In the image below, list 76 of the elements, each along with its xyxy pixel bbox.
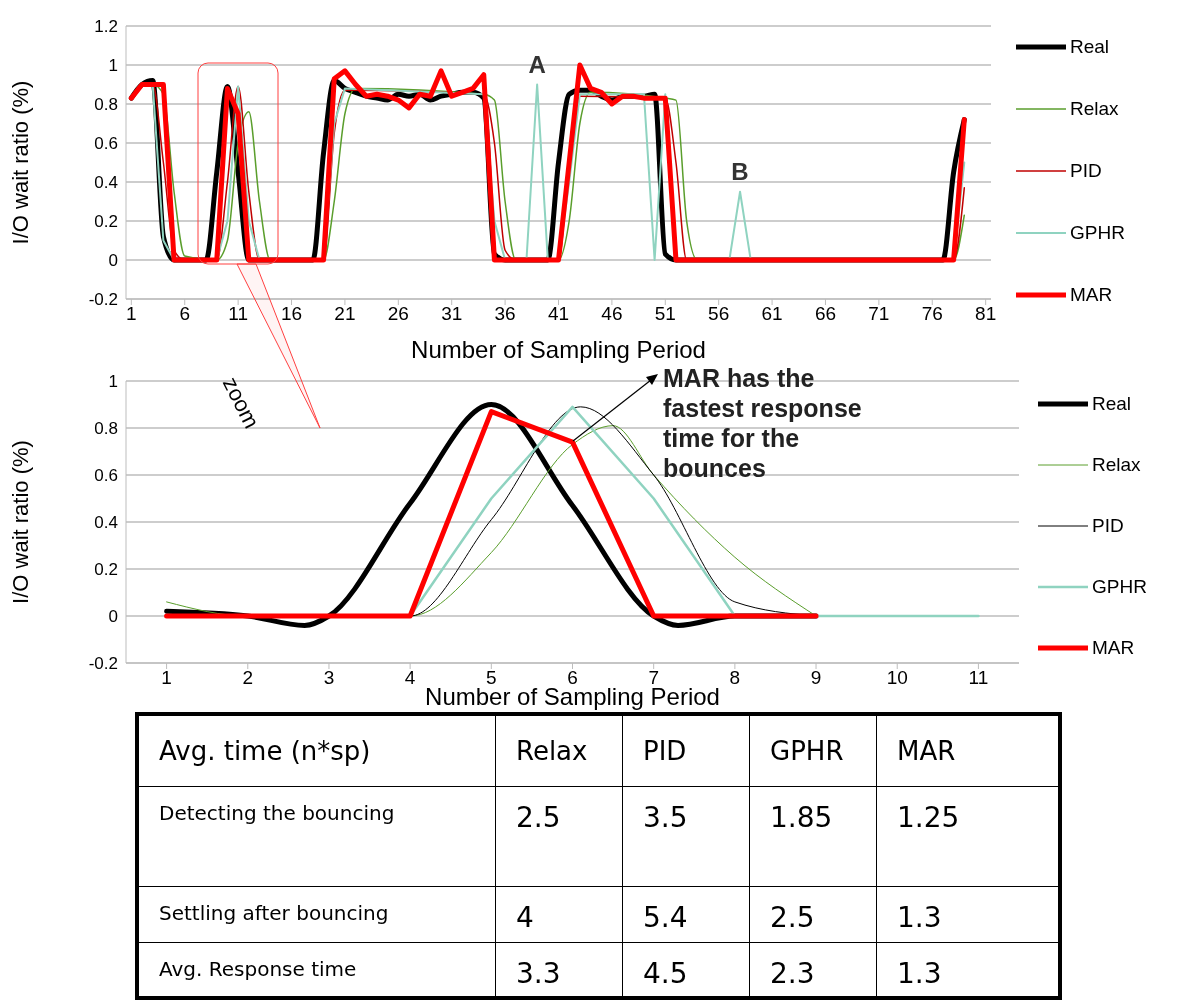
legend-label: Relax	[1092, 453, 1141, 476]
x-tick-label: 11	[968, 667, 989, 689]
x-tick-label: 51	[654, 303, 676, 325]
data-label: 5.4	[622, 886, 750, 942]
y-tick-label: 0.2	[94, 560, 118, 580]
x-axis-title: Number of Sampling Period	[411, 336, 706, 363]
legend-label: Real	[1092, 392, 1132, 415]
x-tick-label: 81	[975, 303, 997, 325]
x-tick-label: 26	[387, 303, 409, 325]
y-tick-label: 0.6	[94, 466, 118, 486]
x-tick-label: 4	[404, 667, 416, 689]
legend-label: PID	[1092, 514, 1124, 537]
y-axis-title: I/O wait ratio (%)	[7, 80, 33, 245]
data-label: 4	[495, 886, 623, 942]
y-tick-label: 0	[108, 251, 118, 271]
y-tick-label: -0.2	[88, 654, 118, 674]
y-axis-title: I/O wait ratio (%)	[7, 440, 33, 604]
x-tick-label: 6	[179, 303, 191, 325]
data-label: 4.5	[622, 942, 750, 998]
x-tick-label: 31	[441, 303, 463, 325]
x-tick-label: 1	[161, 667, 172, 689]
x-tick-label: 41	[547, 303, 570, 325]
x-tick-label: PID	[622, 714, 750, 786]
data-label: 3.3	[495, 942, 623, 998]
y-tick-label: Detecting the bouncing	[137, 786, 496, 886]
x-tick-label: 3	[323, 667, 335, 689]
data-label: 1.3	[876, 942, 1060, 998]
x-tick-label: 10	[886, 667, 908, 689]
x-tick-label: 8	[729, 667, 741, 689]
x-tick-label: 21	[334, 303, 356, 325]
legend-label: Relax	[1070, 98, 1119, 120]
x-tick-label: 66	[814, 303, 837, 325]
x-tick-label: 71	[868, 303, 890, 325]
x-tick-label: 36	[494, 303, 516, 325]
x-tick-label: 2	[242, 667, 254, 689]
data-label: 2.5	[495, 786, 623, 886]
x-tick-label: 61	[761, 303, 783, 325]
data-label: 1.3	[876, 886, 1060, 942]
x-tick-label: 76	[921, 303, 943, 325]
x-tick-label: Relax	[495, 714, 623, 786]
y-tick-label: 1	[108, 56, 118, 76]
y-tick-label: 0.4	[94, 513, 118, 533]
annotation: B	[731, 157, 749, 185]
x-tick-label: 9	[810, 667, 822, 689]
y-tick-label: Settling after bouncing	[137, 886, 496, 942]
y-tick-label: -0.2	[88, 290, 118, 310]
legend-label: Real	[1070, 36, 1110, 58]
text: Avg. time (n*sp)	[137, 714, 496, 786]
y-tick-label: 0.8	[94, 95, 118, 115]
legend-label: PID	[1070, 160, 1102, 182]
y-tick-label: 0	[108, 607, 118, 627]
y-tick-label: 1	[108, 372, 118, 392]
x-tick-label: 16	[280, 303, 303, 325]
data-label: 1.25	[876, 786, 1060, 886]
legend-label: GPHR	[1092, 575, 1147, 598]
y-tick-label: Avg. Response time	[137, 942, 496, 998]
annotation: zoom	[216, 373, 265, 433]
y-tick-label: 0.6	[94, 134, 118, 154]
y-tick-label: 0.8	[94, 419, 118, 439]
legend-label: GPHR	[1070, 222, 1125, 244]
y-tick-label: 1.2	[94, 17, 118, 37]
data-label: 3.5	[622, 786, 750, 886]
data-label: 1.85	[749, 786, 877, 886]
y-tick-label: 0.2	[94, 212, 118, 232]
data-label: 2.3	[749, 942, 877, 998]
legend-label: MAR	[1070, 284, 1113, 306]
x-tick-label: MAR	[876, 714, 1060, 786]
x-tick-label: 46	[601, 303, 623, 325]
y-tick-label: 0.4	[94, 173, 118, 193]
data-label: 2.5	[749, 886, 877, 942]
annotation: MAR has the fastest response time for the bounces	[663, 363, 863, 483]
x-tick-label: GPHR	[749, 714, 877, 786]
annotation: A	[528, 50, 546, 78]
legend-label: MAR	[1092, 636, 1135, 659]
x-tick-label: 56	[708, 303, 730, 325]
x-tick-label: 11	[228, 303, 248, 325]
